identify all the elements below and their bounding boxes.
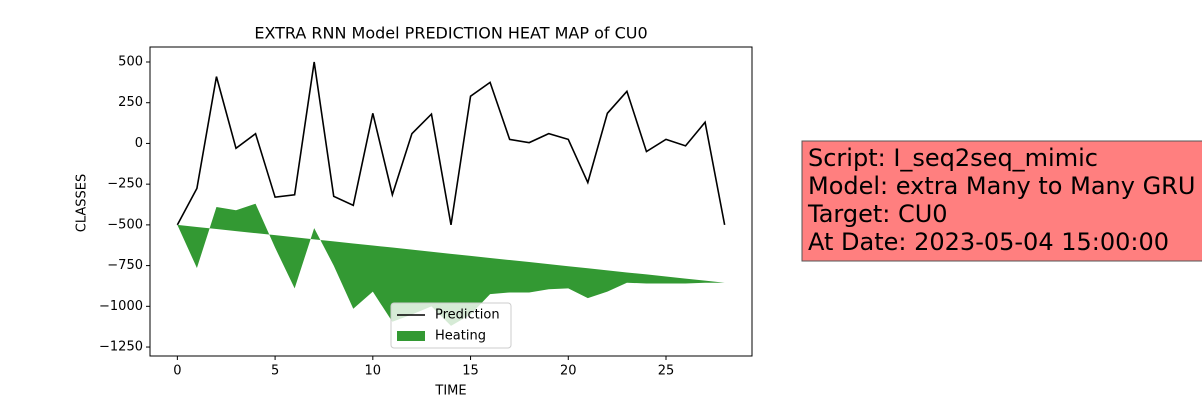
annotation-line: Script: I_seq2seq_mimic <box>808 144 1098 172</box>
x-tick-label: 20 <box>560 364 577 379</box>
x-tick-label: 25 <box>658 364 675 379</box>
x-tick-label: 15 <box>462 364 479 379</box>
x-tick-label: 0 <box>173 364 181 379</box>
annotation-line: Target: CU0 <box>807 200 948 228</box>
plot-frame <box>149 46 753 357</box>
prediction-line <box>176 61 726 226</box>
y-tick-label: −1000 <box>99 299 143 314</box>
legend-label: Heating <box>435 329 486 344</box>
x-tick-label: 5 <box>271 364 279 379</box>
annotation-box <box>801 140 1202 262</box>
y-tick-label: 250 <box>118 95 143 110</box>
y-tick-label: −1250 <box>99 340 143 355</box>
legend-label: Prediction <box>435 308 500 323</box>
heating-area <box>177 203 725 326</box>
y-axis-label: CLASSES <box>75 174 90 232</box>
chart-title: EXTRA RNN Model PREDICTION HEAT MAP of C… <box>254 24 647 43</box>
y-tick-label: −750 <box>107 258 143 273</box>
x-tick-label: 10 <box>365 364 382 379</box>
annotation-line: Model: extra Many to Many GRU <box>808 172 1195 200</box>
x-axis-label: TIME <box>434 384 466 399</box>
y-tick-label: 0 <box>135 136 143 151</box>
annotation-line: At Date: 2023-05-04 15:00:00 <box>808 228 1169 256</box>
y-tick-label: −250 <box>107 177 143 192</box>
y-tick-label: −500 <box>107 217 143 232</box>
y-tick-label: 500 <box>118 54 143 69</box>
legend-swatch <box>397 331 425 341</box>
